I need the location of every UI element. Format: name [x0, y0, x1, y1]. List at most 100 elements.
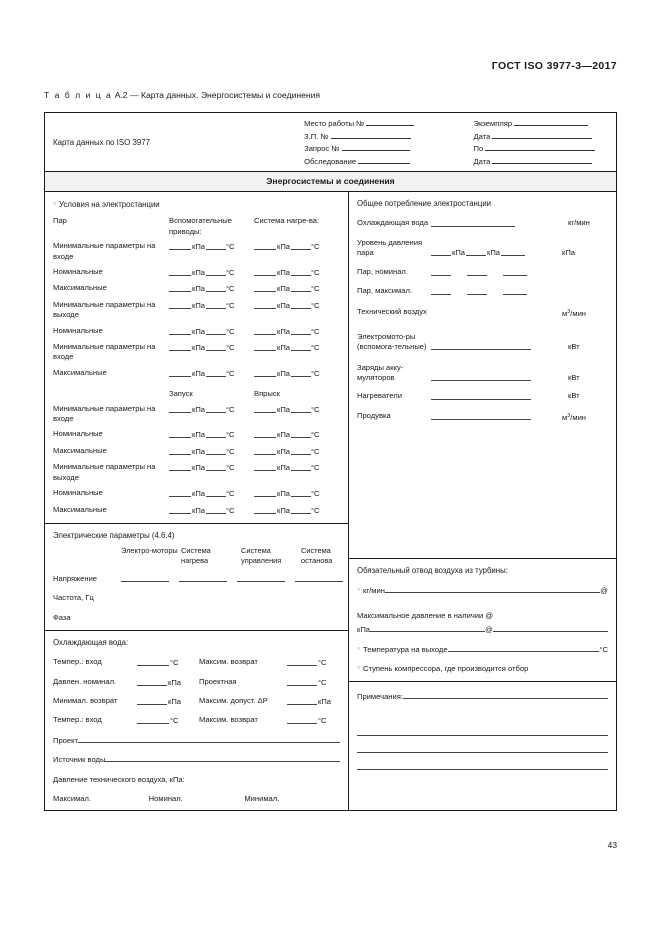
- value-blank[interactable]: [254, 283, 276, 293]
- notes-blank[interactable]: [402, 690, 608, 700]
- id-field-blank[interactable]: [514, 117, 589, 126]
- value-blank[interactable]: [291, 368, 312, 377]
- value-blank[interactable]: [169, 462, 191, 472]
- value-blank[interactable]: [179, 573, 227, 582]
- value-blank[interactable]: [466, 247, 487, 257]
- id-field-blank[interactable]: [366, 117, 415, 126]
- id-field-blank[interactable]: [492, 130, 593, 139]
- value-blank[interactable]: [503, 267, 527, 276]
- value-blank[interactable]: [467, 267, 487, 276]
- value-blank[interactable]: [169, 488, 191, 498]
- value-blank[interactable]: [291, 283, 312, 293]
- value-blank[interactable]: [254, 241, 276, 251]
- notes-blank-line[interactable]: [357, 742, 608, 753]
- value-blank[interactable]: [206, 368, 227, 377]
- value-blank[interactable]: [287, 715, 317, 725]
- value-blank[interactable]: [291, 404, 312, 413]
- value-blank[interactable]: [169, 446, 191, 455]
- value-blank[interactable]: [291, 488, 312, 498]
- notes-blank-line[interactable]: [357, 759, 608, 770]
- value-blank[interactable]: [169, 429, 191, 439]
- water-source-blank[interactable]: [105, 753, 340, 763]
- value-blank[interactable]: [254, 505, 276, 514]
- value-blank[interactable]: [291, 505, 312, 514]
- outlet-temp-blank[interactable]: [447, 643, 600, 652]
- value-blank[interactable]: [291, 300, 312, 309]
- value-blank[interactable]: [467, 286, 487, 295]
- value-blank[interactable]: [254, 429, 276, 439]
- value-blank[interactable]: [503, 286, 527, 295]
- value-blank[interactable]: [206, 404, 227, 413]
- value-blank[interactable]: [431, 247, 451, 257]
- value-blank[interactable]: [206, 462, 227, 472]
- value-blank[interactable]: [291, 446, 312, 455]
- value-blank[interactable]: [206, 241, 227, 251]
- value-blank[interactable]: [431, 372, 531, 382]
- value-blank[interactable]: [431, 267, 451, 276]
- id-field-blank[interactable]: [358, 155, 411, 164]
- value-blank[interactable]: [121, 573, 169, 582]
- value-blank[interactable]: [206, 300, 227, 309]
- value-blank[interactable]: [206, 488, 227, 498]
- value-blank[interactable]: [169, 342, 191, 352]
- param-label: Максимальные: [53, 504, 107, 514]
- value-blank[interactable]: [169, 404, 191, 413]
- value-blank[interactable]: [431, 341, 531, 351]
- value-blank[interactable]: [206, 326, 227, 335]
- value-blank[interactable]: [501, 247, 526, 257]
- value-blank[interactable]: [431, 411, 531, 420]
- bleed-flow-blank[interactable]: [384, 584, 601, 594]
- value-blank[interactable]: [295, 573, 343, 582]
- value-blank[interactable]: [169, 505, 191, 514]
- value-blank[interactable]: [169, 326, 191, 335]
- value-blank[interactable]: [291, 267, 312, 276]
- value-blank[interactable]: [137, 696, 167, 705]
- id-field-blank[interactable]: [330, 130, 411, 139]
- value-blank[interactable]: [237, 573, 285, 582]
- value-blank[interactable]: [291, 462, 312, 472]
- value-blank[interactable]: [169, 368, 191, 377]
- value-blank[interactable]: [431, 218, 515, 228]
- value-blank[interactable]: [169, 241, 191, 251]
- value-blank[interactable]: [291, 326, 312, 335]
- value-blank[interactable]: [287, 677, 317, 686]
- value-blank[interactable]: [206, 505, 227, 514]
- value-blank[interactable]: [206, 429, 227, 439]
- data-sheet-frame: Карта данных по ISO 3977 Место работы № …: [44, 112, 617, 811]
- id-field-blank[interactable]: [341, 142, 410, 152]
- project-blank[interactable]: [78, 734, 340, 743]
- value-blank[interactable]: [206, 342, 227, 352]
- param-row: Максимальные кПа °C кПа °C: [53, 368, 340, 379]
- value-blank[interactable]: [254, 446, 276, 455]
- value-blank[interactable]: [206, 283, 227, 293]
- value-blank[interactable]: [287, 657, 317, 667]
- value-blank[interactable]: [431, 391, 531, 401]
- pressure-blank-2[interactable]: [492, 623, 609, 633]
- pressure-blank[interactable]: [370, 623, 486, 633]
- id-field-blank[interactable]: [492, 155, 593, 164]
- value-blank[interactable]: [169, 300, 191, 309]
- value-blank[interactable]: [254, 267, 276, 276]
- value-blank[interactable]: [137, 715, 169, 725]
- value-blank[interactable]: [291, 429, 312, 439]
- value-blank[interactable]: [254, 404, 276, 413]
- value-blank[interactable]: [137, 657, 169, 667]
- value-blank[interactable]: [254, 342, 276, 352]
- value-blank[interactable]: [254, 488, 276, 498]
- value-blank[interactable]: [431, 286, 451, 295]
- id-field-blank[interactable]: [485, 142, 596, 152]
- value-blank[interactable]: [254, 462, 276, 472]
- value-blank[interactable]: [169, 267, 191, 276]
- value-blank[interactable]: [206, 446, 227, 455]
- value-blank[interactable]: [254, 326, 276, 335]
- value-blank[interactable]: [206, 267, 227, 276]
- notes-blank-line[interactable]: [357, 725, 608, 736]
- value-blank[interactable]: [254, 300, 276, 309]
- cooling-row: Минимал. возврат кПа Максим. допуст. ΔP …: [53, 696, 340, 707]
- value-blank[interactable]: [287, 696, 317, 705]
- value-blank[interactable]: [254, 368, 276, 377]
- value-blank[interactable]: [169, 283, 191, 293]
- value-blank[interactable]: [137, 677, 167, 686]
- value-blank[interactable]: [291, 342, 312, 352]
- value-blank[interactable]: [291, 241, 312, 251]
